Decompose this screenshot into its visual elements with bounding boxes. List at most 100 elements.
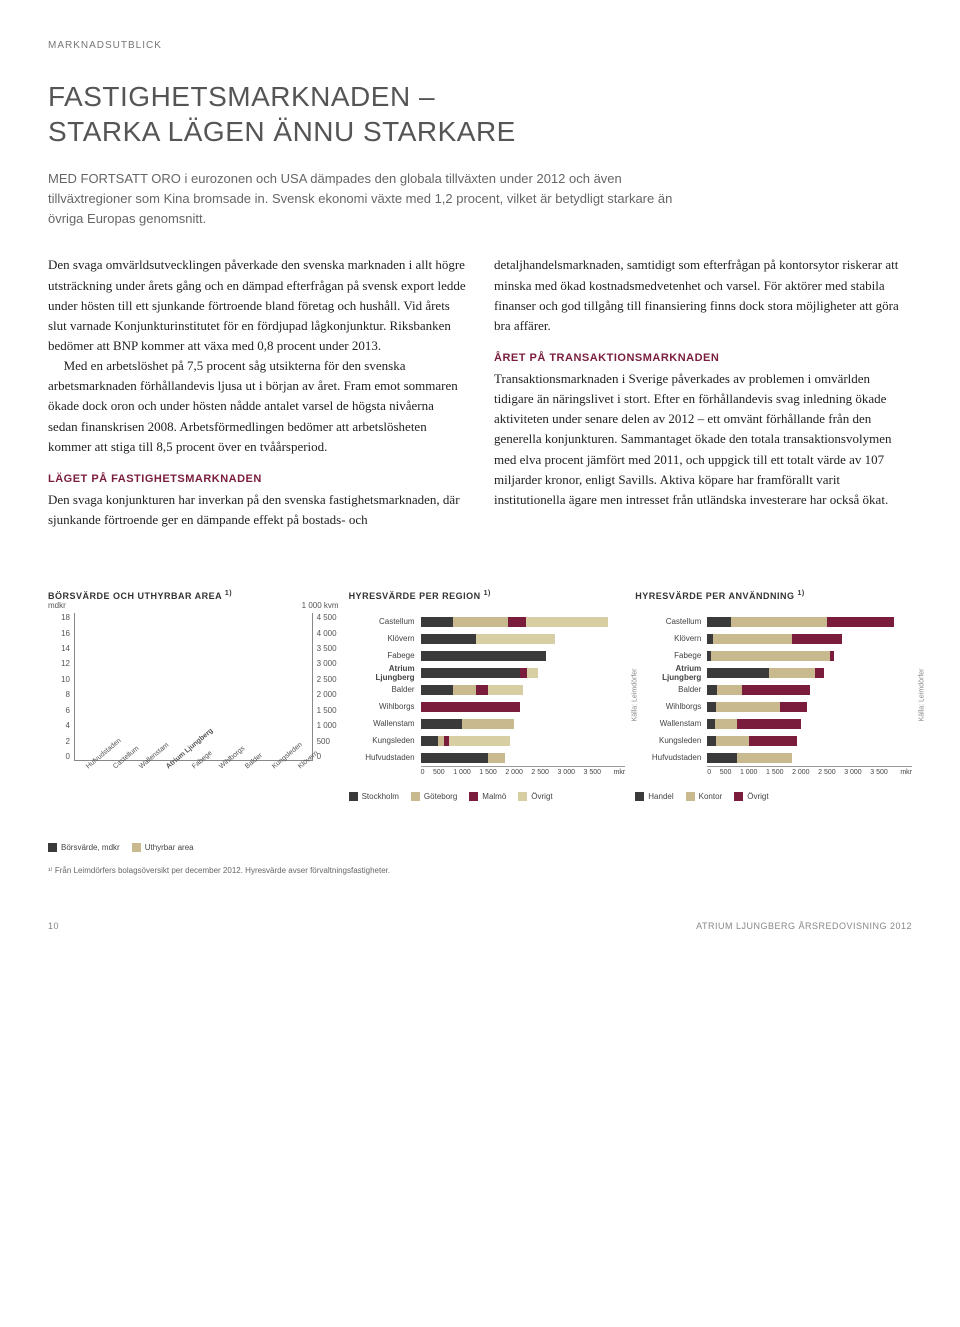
chart1-title: BÖRSVÄRDE OCH UTHYRBAR AREA 1) <box>48 590 339 601</box>
hchart-xunit: mkr <box>614 769 626 776</box>
chart3-legend: Handel Kontor Övrigt <box>635 792 912 801</box>
hchart-row-label: Atrium Ljungberg <box>349 664 421 682</box>
hchart-segment <box>421 753 488 763</box>
hchart-xtick: 2 500 <box>818 769 836 776</box>
hchart-row-label: Wihlborgs <box>635 702 707 711</box>
hchart-row: Atrium Ljungberg <box>635 664 912 681</box>
chart-source: Källa: Leimdörfer <box>919 668 926 721</box>
hchart-row-label: Klövern <box>635 634 707 643</box>
hchart-row-label: Atrium Ljungberg <box>635 664 707 682</box>
chart1-ytick-right: 3 000 <box>317 659 339 668</box>
publication-label: ATRIUM LJUNGBERG ÅRSREDOVISNING 2012 <box>696 921 912 931</box>
legend-swatch <box>469 792 478 801</box>
chart1-ytick-right: 4 000 <box>317 629 339 638</box>
chart1-ytick-right: 1 500 <box>317 706 339 715</box>
chart1-ytick-right: 1 000 <box>317 721 339 730</box>
legend-item: Övrigt <box>734 792 768 801</box>
hchart-segment <box>476 685 488 695</box>
hchart-segment <box>526 617 608 627</box>
legend-swatch <box>635 792 644 801</box>
chart1-ytick-left: 8 <box>48 690 70 699</box>
chart1-ytick-right: 0 <box>317 752 339 761</box>
hchart-row-label: Balder <box>349 685 421 694</box>
hchart-segment <box>707 668 768 678</box>
chart1-ytick-left: 10 <box>48 675 70 684</box>
hchart-segment <box>421 719 462 729</box>
chart1-plot-area <box>74 613 313 761</box>
chart-hyresvarde-anvandning: HYRESVÄRDE PER ANVÄNDNING 1) CastellumKl… <box>635 590 912 852</box>
chart2-plot: Castellum Klövern Fabege Atrium Ljungberg Ba… <box>349 613 626 776</box>
hchart-xtick: 500 <box>720 769 732 776</box>
chart3-plot: CastellumKlövernFabegeAtrium LjungbergBa… <box>635 613 912 776</box>
chart-borsvarde-area: BÖRSVÄRDE OCH UTHYRBAR AREA 1) mdkr 1 00… <box>48 590 339 852</box>
legend-label: Uthyrbar area <box>145 843 194 852</box>
hchart-segment <box>707 719 715 729</box>
hchart-xtick: 3 000 <box>557 769 575 776</box>
hchart-segment <box>488 753 506 763</box>
hchart-segment <box>453 617 509 627</box>
chart1-ytick-left: 14 <box>48 644 70 653</box>
body-p4: Transaktionsmarknaden i Sverige påverkad… <box>494 369 912 510</box>
hchart-bar <box>707 668 912 678</box>
hchart-xtick: 500 <box>433 769 445 776</box>
hchart-bar <box>421 617 626 627</box>
hchart-row: Wallenstam <box>635 715 912 732</box>
legend-label: Övrigt <box>531 792 552 801</box>
hchart-row: Kungsleden <box>635 732 912 749</box>
hchart-bar <box>421 651 626 661</box>
legend-item: Uthyrbar area <box>132 843 194 852</box>
hchart-segment <box>717 685 742 695</box>
hchart-segment <box>713 634 792 644</box>
hchart-xtick: 3 500 <box>870 769 888 776</box>
hchart-xtick: 0 <box>421 769 425 776</box>
chart1-ytick-right: 2 000 <box>317 690 339 699</box>
hchart-row: Klövern <box>349 630 626 647</box>
legend-item: Börsvärde, mdkr <box>48 843 120 852</box>
hchart-row: Wihlborgs <box>635 698 912 715</box>
footnote: ¹⁾ Från Leimdörfers bolagsöversikt per d… <box>48 866 912 875</box>
hchart-row: Kungsleden <box>349 732 626 749</box>
hchart-segment <box>815 668 824 678</box>
hchart-xtick: 1 000 <box>740 769 758 776</box>
hchart-row-label: Fabege <box>349 651 421 660</box>
hchart-row-label: Wihlborgs <box>349 702 421 711</box>
chart1-ytick-left: 18 <box>48 613 70 622</box>
hchart-segment <box>453 685 476 695</box>
chart1-bars <box>75 613 312 760</box>
hchart-row: Fabege <box>635 647 912 664</box>
hchart-row: Balder <box>635 681 912 698</box>
legend-item: Kontor <box>686 792 723 801</box>
legend-swatch <box>132 843 141 852</box>
hchart-row: Klövern <box>635 630 912 647</box>
hchart-segment <box>707 736 716 746</box>
charts-row: BÖRSVÄRDE OCH UTHYRBAR AREA 1) mdkr 1 00… <box>48 590 912 852</box>
chart2-legend: StockholmGöteborgMalmöÖvrigt <box>349 792 626 801</box>
legend-item: Handel <box>635 792 673 801</box>
legend-swatch <box>48 843 57 852</box>
hchart-row-label: Wallenstam <box>349 719 421 728</box>
hchart-row-label: Fabege <box>635 651 707 660</box>
chart1-x-labels: HufvudstadenCastellumWallenstamAtrium Lj… <box>74 761 313 803</box>
hchart-xtick: 1 500 <box>766 769 784 776</box>
hchart-segment <box>780 702 806 712</box>
hchart-xtick: 1 000 <box>453 769 471 776</box>
chart1-ytick-left: 4 <box>48 721 70 730</box>
legend-label: Handel <box>648 792 673 801</box>
legend-swatch <box>734 792 743 801</box>
hchart-row: Fabege <box>349 647 626 664</box>
chart1-ytick-right: 4 500 <box>317 613 339 622</box>
chart-hyresvarde-region: HYRESVÄRDE PER REGION 1) CastellumKlöver… <box>349 590 626 852</box>
hchart-xtick: 3 500 <box>584 769 602 776</box>
chart1-ytick-left: 0 <box>48 752 70 761</box>
page-footer: 10 ATRIUM LJUNGBERG ÅRSREDOVISNING 2012 <box>48 921 912 931</box>
title-line-2: STARKA LÄGEN ÄNNU STARKARE <box>48 116 516 147</box>
hchart-bar <box>421 719 626 729</box>
hchart-row-label: Castellum <box>349 617 421 626</box>
hchart-bar <box>421 736 626 746</box>
hchart-segment <box>508 617 526 627</box>
chart3-title: HYRESVÄRDE PER ANVÄNDNING 1) <box>635 590 912 601</box>
hchart-segment <box>421 736 439 746</box>
hchart-segment <box>731 617 828 627</box>
hchart-bar <box>421 634 626 644</box>
legend-swatch <box>518 792 527 801</box>
